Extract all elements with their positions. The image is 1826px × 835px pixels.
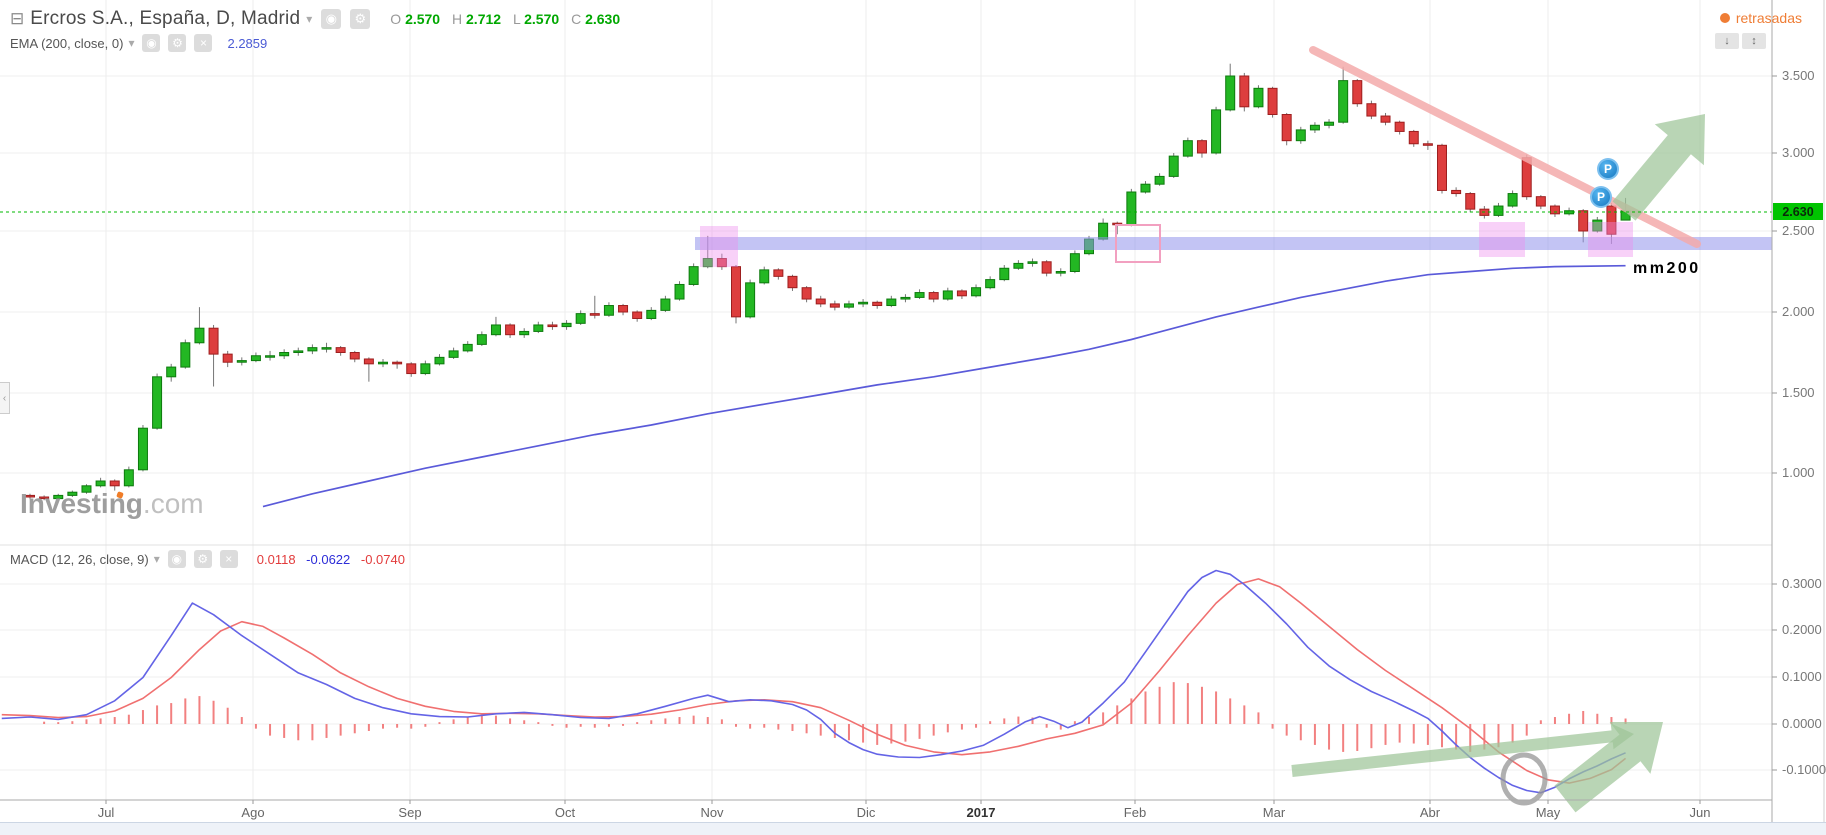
highlight-box[interactable] xyxy=(700,226,738,267)
close-icon[interactable]: × xyxy=(194,34,213,52)
macd-histogram xyxy=(43,682,1627,752)
macd-label[interactable]: MACD (12, 26, close, 9) xyxy=(10,551,149,567)
month-tick-label: Oct xyxy=(555,805,576,820)
mm200-label: mm200 xyxy=(1633,260,1701,277)
macd-hist-value: 0.0118 xyxy=(256,551,296,567)
gridlines xyxy=(0,0,1772,800)
ema200-line[interactable] xyxy=(262,264,1626,508)
high-label: H xyxy=(452,11,463,27)
price-tick-label: 2.000 xyxy=(1782,304,1815,319)
symbol-header: ⊟ Ercros S.A., España, D, Madrid ▾ ◉ ⚙ O… xyxy=(10,8,628,30)
macd-line xyxy=(1,569,1626,794)
auto-scale-button[interactable]: ↕ xyxy=(1742,33,1766,49)
time-axis[interactable]: Jul Ago Sep Oct Nov Dic 2017 Feb Mar Abr May Jun xyxy=(98,800,1711,820)
delayed-label: retrasadas xyxy=(1735,10,1802,26)
delayed-dot-icon xyxy=(1719,13,1730,23)
left-panel-handle[interactable]: ‹ xyxy=(0,382,10,414)
macd-signal-line xyxy=(1,578,1627,784)
eye-icon[interactable]: ◉ xyxy=(142,34,161,52)
month-tick-label: May xyxy=(1536,805,1561,820)
price-tick-label: 2.500 xyxy=(1782,223,1815,238)
price-tick-label: 1.500 xyxy=(1782,385,1815,400)
brand-tld: .com xyxy=(142,488,204,519)
month-tick-label: Ago xyxy=(241,805,264,820)
gear-icon[interactable]: ⚙ xyxy=(168,34,187,52)
drawings[interactable] xyxy=(0,46,1772,813)
chevron-down-icon[interactable]: ▾ xyxy=(306,12,313,26)
macd-line-value: -0.0622 xyxy=(306,551,351,567)
symbol-title[interactable]: Ercros S.A., España, D, Madrid xyxy=(30,8,301,29)
highlight-box[interactable] xyxy=(1588,222,1633,257)
low-label: L xyxy=(512,11,521,27)
price-tick-label: 3.000 xyxy=(1782,145,1815,160)
last-price-badge: 2.630 xyxy=(1773,203,1823,220)
month-tick-label: 2017 xyxy=(967,805,996,820)
macd-tick-label: 0.2000 xyxy=(1782,622,1822,637)
macd-tick-label: -0.1000 xyxy=(1782,762,1826,777)
close-label: C xyxy=(571,11,582,27)
ema-label[interactable]: EMA (200, close, 0) xyxy=(10,35,124,51)
chevron-down-icon[interactable]: ▾ xyxy=(128,36,135,50)
collapse-pane-icon[interactable]: ⊟ xyxy=(10,9,25,28)
macd-tick-label: 0.1000 xyxy=(1782,669,1822,684)
p-pin-icon[interactable]: P xyxy=(1597,158,1619,180)
month-tick-label: Abr xyxy=(1420,805,1441,820)
highlight-box[interactable] xyxy=(1479,222,1525,257)
macd-arrow[interactable] xyxy=(1291,723,1634,777)
low-value: 2.570 xyxy=(524,11,560,27)
candle-bodies xyxy=(25,75,1631,500)
open-label: O xyxy=(390,11,402,27)
bottom-strip xyxy=(0,822,1826,835)
gear-icon[interactable]: ⚙ xyxy=(350,9,371,29)
price-tick-label: 1.000 xyxy=(1782,465,1815,480)
month-tick-label: Jul xyxy=(98,805,115,820)
bullish-arrow[interactable] xyxy=(1612,114,1706,221)
high-value: 2.712 xyxy=(466,11,502,27)
scale-buttons: ↓ ↕ xyxy=(1715,33,1766,49)
macd-signal-value: -0.0740 xyxy=(360,551,405,567)
macd-pane[interactable] xyxy=(1,569,1627,794)
macd-arrow[interactable] xyxy=(1554,722,1664,813)
macd-values: 0.0118 -0.0622 -0.0740 xyxy=(257,552,412,567)
macd-axis[interactable]: 0.3000 0.2000 0.1000 0.0000 -0.1000 xyxy=(1772,576,1826,777)
p-pin-icon[interactable]: P xyxy=(1590,186,1612,208)
ohlc-readout: O 2.570 H 2.712 L 2.570 C 2.630 xyxy=(390,11,628,27)
support-band[interactable] xyxy=(695,237,1772,250)
month-tick-label: Nov xyxy=(700,805,724,820)
macd-cross-circle[interactable] xyxy=(1500,752,1548,806)
month-tick-label: Sep xyxy=(398,805,421,820)
price-pane[interactable] xyxy=(25,63,1631,508)
price-axis[interactable]: 3.500 3.000 2.500 2.000 1.500 1.000 xyxy=(1772,68,1815,480)
month-tick-label: Jun xyxy=(1690,805,1711,820)
eye-icon[interactable]: ◉ xyxy=(321,9,342,29)
gear-icon[interactable]: ⚙ xyxy=(193,550,212,568)
open-value: 2.570 xyxy=(405,11,441,27)
close-value: 2.630 xyxy=(585,11,621,27)
delayed-data-flag: retrasadas xyxy=(1719,10,1802,26)
scroll-down-button[interactable]: ↓ xyxy=(1715,33,1739,49)
ema-value: 2.2859 xyxy=(227,35,268,51)
outline-box[interactable] xyxy=(1115,224,1161,263)
month-tick-label: Dic xyxy=(857,805,876,820)
macd-tick-label: 0.3000 xyxy=(1782,576,1822,591)
brand-text: Investing xyxy=(20,488,143,519)
macd-legend: MACD (12, 26, close, 9) ▾ ◉ ⚙ × 0.0118 -… xyxy=(10,550,412,568)
investing-logo: Investing.com xyxy=(20,488,204,520)
ema-legend: EMA (200, close, 0) ▾ ◉ ⚙ × 2.2859 xyxy=(10,34,267,52)
month-tick-label: Mar xyxy=(1263,805,1286,820)
month-tick-label: Feb xyxy=(1124,805,1146,820)
chevron-down-icon[interactable]: ▾ xyxy=(153,552,160,566)
macd-tick-label: 0.0000 xyxy=(1782,716,1822,731)
close-icon[interactable]: × xyxy=(219,550,238,568)
eye-icon[interactable]: ◉ xyxy=(167,550,186,568)
price-tick-label: 3.500 xyxy=(1782,68,1815,83)
